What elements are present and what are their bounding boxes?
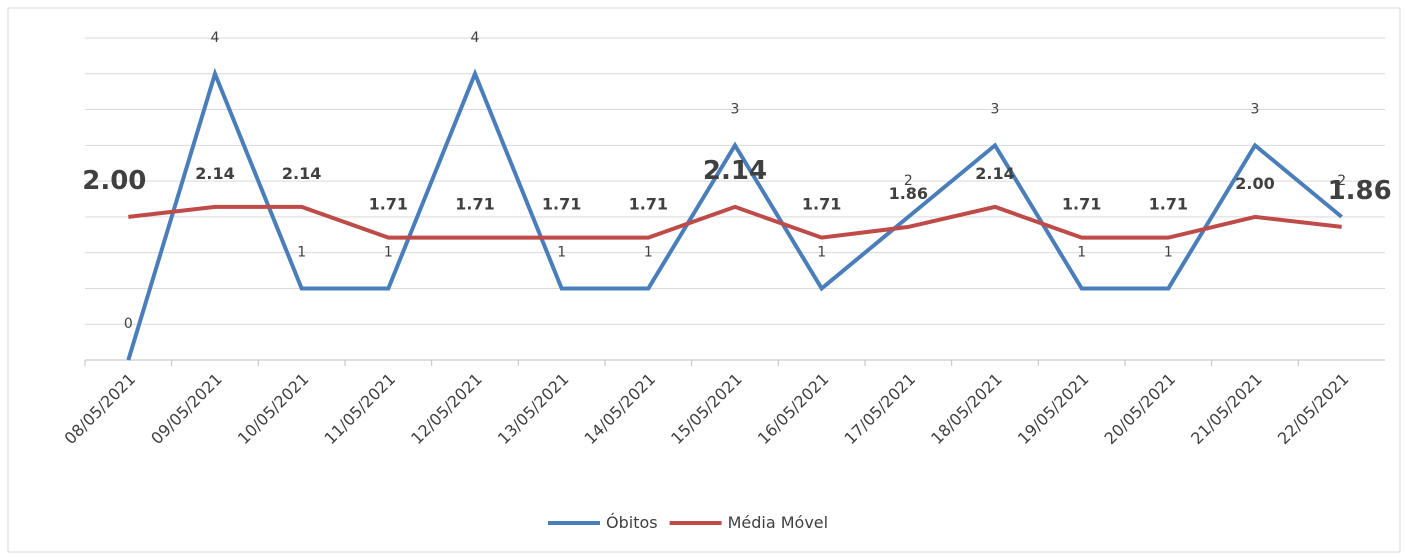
data-label: 1.71 <box>542 195 581 214</box>
data-label: 1.71 <box>455 195 494 214</box>
data-label: 1.71 <box>1149 195 1188 214</box>
data-label: 2.14 <box>282 164 321 183</box>
data-label: 1.71 <box>802 195 841 214</box>
data-label: 3 <box>731 101 740 117</box>
data-label: 2.14 <box>195 164 234 183</box>
data-label: 4 <box>211 30 220 46</box>
data-label: 1 <box>644 244 653 260</box>
data-label: 1 <box>297 244 306 260</box>
series-line <box>128 204 1342 240</box>
data-label: 1.71 <box>629 195 668 214</box>
data-label: 1.71 <box>369 195 408 214</box>
data-label: 2.00 <box>1235 174 1274 193</box>
data-label: 1 <box>557 244 566 260</box>
data-label: 3 <box>991 101 1000 117</box>
series-line <box>126 67 1343 361</box>
data-label: 1 <box>384 244 393 260</box>
data-label: 1.71 <box>1062 195 1101 214</box>
data-label: 0 <box>124 316 133 332</box>
data-label: 4 <box>471 30 480 46</box>
data-label: 1.86 <box>889 184 928 203</box>
data-label: 1 <box>1077 244 1086 260</box>
chart-frame <box>7 7 1401 553</box>
data-label: 2.14 <box>975 164 1014 183</box>
data-label: 3 <box>1251 101 1260 117</box>
legend-label: Média Móvel <box>728 513 829 532</box>
data-label: 1.86 <box>1328 176 1392 206</box>
data-label: 2.14 <box>703 156 767 186</box>
data-label: 1 <box>1164 244 1173 260</box>
data-label: 2.00 <box>82 166 146 196</box>
data-label: 1 <box>817 244 826 260</box>
data-label: 2 <box>1337 173 1346 189</box>
data-label: 2 <box>904 173 913 189</box>
legend-label: Óbitos <box>606 513 658 532</box>
